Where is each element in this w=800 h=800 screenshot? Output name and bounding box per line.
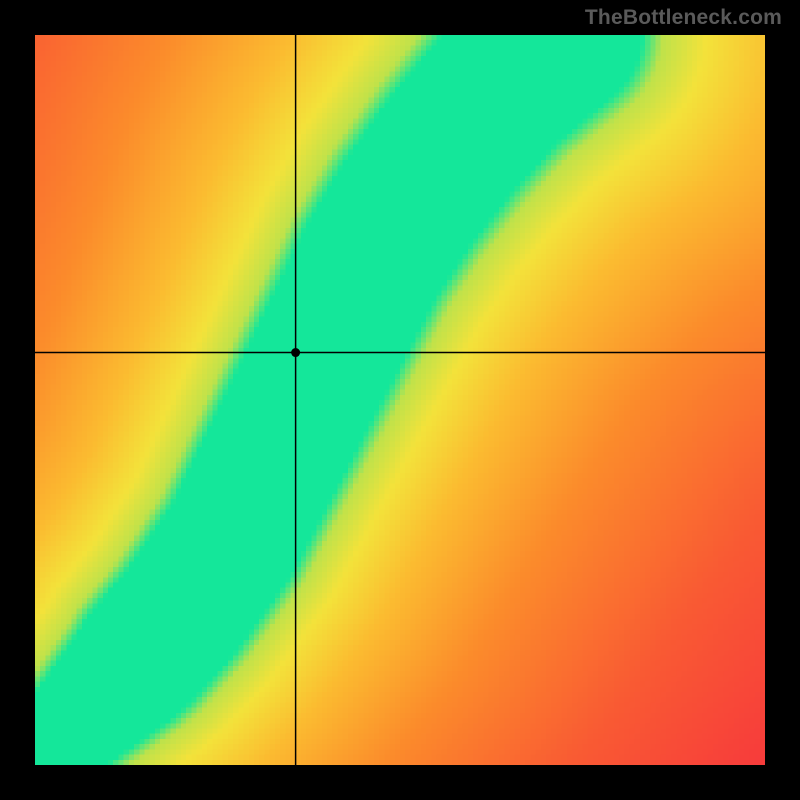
watermark-text: TheBottleneck.com bbox=[585, 6, 782, 30]
bottleneck-heatmap bbox=[35, 35, 765, 765]
chart-container: TheBottleneck.com bbox=[0, 0, 800, 800]
